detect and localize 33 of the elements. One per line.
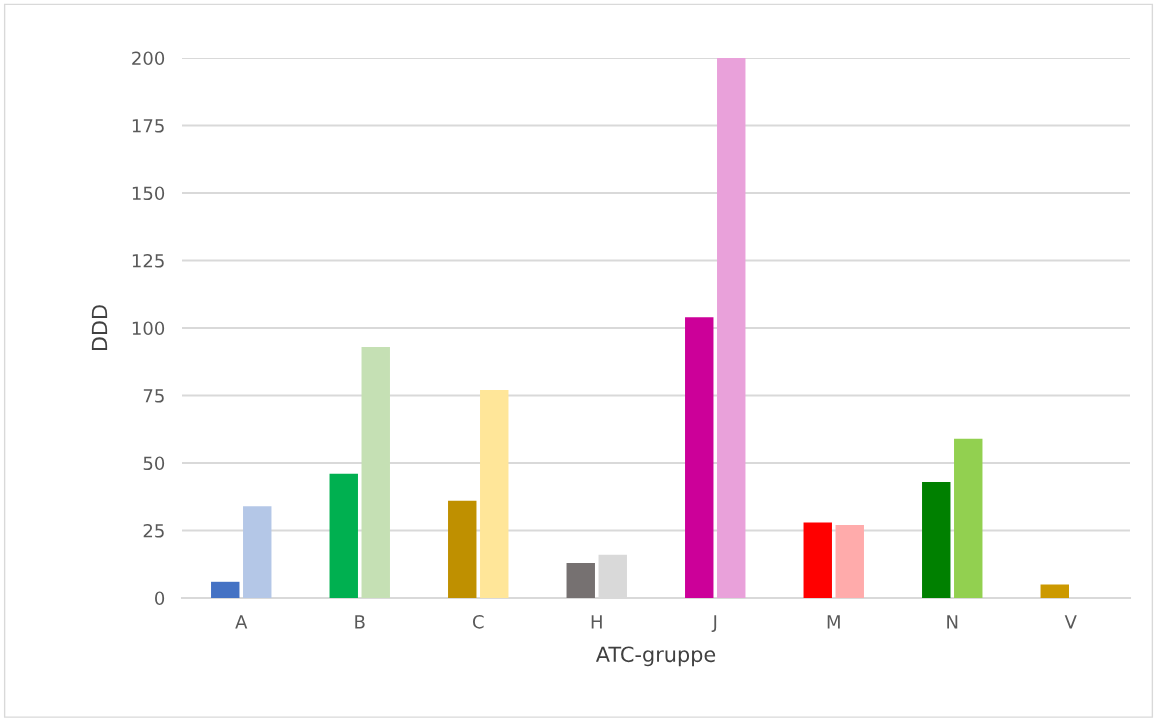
- y-tick-label: 25: [143, 523, 164, 538]
- x-tick-label: N: [947, 615, 958, 629]
- x-tick-label: B: [355, 615, 365, 629]
- bar: [566, 562, 595, 598]
- x-tick-label: J: [711, 615, 717, 632]
- bar: [329, 473, 358, 598]
- bar: [685, 317, 714, 598]
- x-tick-label: H: [591, 615, 602, 629]
- bar: [211, 581, 240, 598]
- x-tick-label: C: [472, 614, 484, 629]
- x-tick-label: M: [827, 615, 840, 629]
- bar: [922, 481, 951, 598]
- x-tick-label: V: [1064, 615, 1077, 629]
- bar: [835, 525, 864, 598]
- bar: [717, 58, 746, 598]
- bar: [361, 346, 390, 598]
- y-tick-label: 0: [155, 591, 165, 606]
- y-tick-label: 125: [132, 253, 164, 268]
- y-tick-label: 150: [132, 186, 165, 201]
- bar: [954, 438, 983, 598]
- y-tick-label: 200: [132, 51, 165, 66]
- y-tick-label: 175: [132, 119, 164, 133]
- bar: [243, 506, 272, 598]
- bar: [1040, 584, 1069, 598]
- y-tick-label: 100: [132, 321, 165, 336]
- x-tick-label: A: [235, 615, 248, 629]
- y-tick-label: 75: [143, 389, 164, 403]
- y-axis-title: DDD: [91, 305, 108, 351]
- bar: [803, 522, 832, 598]
- bar: [448, 500, 477, 598]
- y-tick-label: 50: [143, 456, 165, 471]
- x-axis-title: ATC-gruppe: [595, 646, 716, 667]
- bar: [480, 390, 509, 598]
